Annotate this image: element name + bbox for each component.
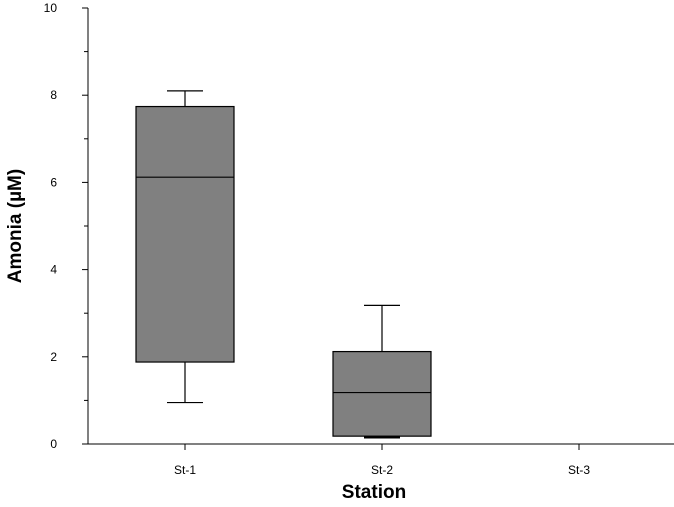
box-body [332,350,432,437]
y-axis: 0 2 4 6 8 10 [44,1,89,451]
x-axis-title: Station [342,482,406,503]
y-axis-title: Amonia (µM) [5,169,26,283]
y-tick-label: 10 [44,1,58,15]
box-body [135,105,235,363]
x-axis: St-1 St-2 St-3 [88,443,674,477]
x-tick-label: St-1 [174,463,196,477]
x-tick-label: St-3 [568,463,590,477]
box-series [135,90,432,439]
y-tick-label: 0 [50,437,57,451]
x-tick-label: St-2 [371,463,393,477]
y-tick-label: 6 [50,175,57,189]
y-tick-label: 4 [50,263,57,277]
y-tick-label: 8 [50,88,57,102]
box-st-2 [332,304,432,439]
y-tick-label: 2 [50,350,57,364]
box-st-1 [135,90,235,404]
